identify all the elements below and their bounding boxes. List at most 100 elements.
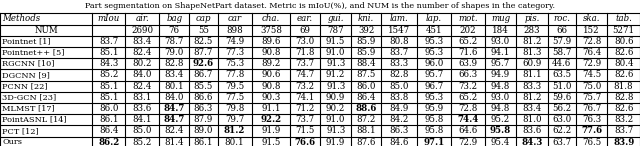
Text: air.: air. bbox=[135, 14, 149, 23]
Text: 73.0: 73.0 bbox=[296, 37, 315, 46]
Text: 80.6: 80.6 bbox=[614, 37, 634, 46]
Text: 76.3: 76.3 bbox=[582, 115, 601, 124]
Text: PCNN [22]: PCNN [22] bbox=[3, 82, 48, 90]
Text: 84.3: 84.3 bbox=[99, 59, 118, 68]
Text: 73.7: 73.7 bbox=[296, 59, 315, 68]
Text: 74.9: 74.9 bbox=[225, 37, 244, 46]
Text: 83.7: 83.7 bbox=[614, 126, 633, 135]
Text: 74.5: 74.5 bbox=[582, 70, 601, 79]
Text: 87.6: 87.6 bbox=[356, 138, 376, 146]
Text: 91.0: 91.0 bbox=[326, 48, 346, 57]
Text: 80.1: 80.1 bbox=[164, 82, 184, 91]
Text: 83.4: 83.4 bbox=[164, 70, 184, 79]
Text: 85.0: 85.0 bbox=[132, 126, 152, 135]
Text: 82.4: 82.4 bbox=[132, 82, 152, 91]
Text: mIou: mIou bbox=[98, 14, 120, 23]
Text: 88.4: 88.4 bbox=[356, 59, 376, 68]
Text: Pointnet++ [5]: Pointnet++ [5] bbox=[3, 48, 65, 57]
Text: 83.3: 83.3 bbox=[522, 82, 541, 91]
Text: 90.9: 90.9 bbox=[326, 93, 346, 102]
Text: 283: 283 bbox=[524, 26, 540, 35]
Text: 86.2: 86.2 bbox=[98, 138, 120, 146]
Text: 83.1: 83.1 bbox=[132, 93, 152, 102]
Text: 91.5: 91.5 bbox=[261, 138, 280, 146]
Text: 184: 184 bbox=[492, 26, 509, 35]
Text: 75.3: 75.3 bbox=[225, 59, 244, 68]
Text: 87.7: 87.7 bbox=[194, 48, 213, 57]
Text: ear.: ear. bbox=[297, 14, 313, 23]
Text: 86.1: 86.1 bbox=[99, 115, 118, 124]
Text: 95.4: 95.4 bbox=[491, 138, 510, 146]
Text: 85.1: 85.1 bbox=[99, 48, 118, 57]
Text: 58.7: 58.7 bbox=[552, 48, 572, 57]
Text: 202: 202 bbox=[460, 26, 476, 35]
Text: 77.6: 77.6 bbox=[581, 126, 602, 135]
Text: 84.1: 84.1 bbox=[132, 115, 152, 124]
Text: 60.9: 60.9 bbox=[522, 59, 541, 68]
Text: 85.1: 85.1 bbox=[99, 93, 118, 102]
Text: 59.6: 59.6 bbox=[552, 93, 572, 102]
Text: bag: bag bbox=[166, 14, 182, 23]
Text: 79.5: 79.5 bbox=[225, 82, 244, 91]
Text: 86.3: 86.3 bbox=[389, 126, 408, 135]
Text: NUM: NUM bbox=[35, 26, 58, 35]
Text: 787: 787 bbox=[327, 26, 344, 35]
Text: 90.3: 90.3 bbox=[261, 93, 280, 102]
Text: 95.8: 95.8 bbox=[424, 115, 444, 124]
Text: 96.0: 96.0 bbox=[424, 59, 444, 68]
Text: 91.2: 91.2 bbox=[326, 70, 346, 79]
Text: 73.2: 73.2 bbox=[458, 82, 477, 91]
Text: 94.8: 94.8 bbox=[491, 82, 510, 91]
Text: PointASNL [14]: PointASNL [14] bbox=[3, 116, 67, 124]
Text: 84.6: 84.6 bbox=[389, 138, 408, 146]
Text: 44.6: 44.6 bbox=[552, 59, 572, 68]
Text: 56.2: 56.2 bbox=[552, 104, 572, 113]
Text: 83.6: 83.6 bbox=[132, 104, 152, 113]
Text: 83.4: 83.4 bbox=[132, 37, 152, 46]
Text: DGCNN [9]: DGCNN [9] bbox=[3, 71, 51, 79]
Text: 79.7: 79.7 bbox=[225, 115, 244, 124]
Text: 89.6: 89.6 bbox=[261, 37, 280, 46]
Text: Methods: Methods bbox=[3, 14, 40, 23]
Text: 94.8: 94.8 bbox=[491, 104, 510, 113]
Text: 71.2: 71.2 bbox=[296, 104, 315, 113]
Text: ska.: ska. bbox=[583, 14, 600, 23]
Text: 95.9: 95.9 bbox=[424, 104, 444, 113]
Text: 74.1: 74.1 bbox=[296, 93, 315, 102]
Text: 90.8: 90.8 bbox=[261, 82, 281, 91]
Text: cha.: cha. bbox=[262, 14, 280, 23]
Text: 96.7: 96.7 bbox=[424, 82, 444, 91]
Text: 82.4: 82.4 bbox=[132, 48, 152, 57]
Text: 1547: 1547 bbox=[388, 26, 410, 35]
Text: 95.8: 95.8 bbox=[424, 126, 444, 135]
Text: 451: 451 bbox=[426, 26, 442, 35]
Text: 82.8: 82.8 bbox=[389, 70, 409, 79]
Text: 86.1: 86.1 bbox=[194, 138, 213, 146]
Text: 83.3: 83.3 bbox=[389, 59, 408, 68]
Text: 66.3: 66.3 bbox=[458, 70, 477, 79]
Text: 84.0: 84.0 bbox=[132, 70, 152, 79]
Text: 86.4: 86.4 bbox=[99, 126, 118, 135]
Text: 88.1: 88.1 bbox=[356, 126, 376, 135]
Text: 91.9: 91.9 bbox=[326, 138, 346, 146]
Text: 93.0: 93.0 bbox=[491, 93, 510, 102]
Text: Pointnet [1]: Pointnet [1] bbox=[3, 37, 51, 45]
Text: 93.0: 93.0 bbox=[491, 37, 510, 46]
Text: 95.2: 95.2 bbox=[491, 115, 510, 124]
Text: 95.7: 95.7 bbox=[491, 59, 510, 68]
Text: 71.6: 71.6 bbox=[458, 48, 477, 57]
Text: 73.2: 73.2 bbox=[296, 82, 315, 91]
Text: 91.3: 91.3 bbox=[326, 82, 345, 91]
Text: 3D-GCN [23]: 3D-GCN [23] bbox=[3, 93, 57, 101]
Text: 83.8: 83.8 bbox=[389, 93, 408, 102]
Text: 72.9: 72.9 bbox=[458, 138, 477, 146]
Text: 95.3: 95.3 bbox=[424, 48, 444, 57]
Text: 152: 152 bbox=[583, 26, 600, 35]
Text: 82.6: 82.6 bbox=[614, 48, 634, 57]
Text: 77.5: 77.5 bbox=[225, 93, 244, 102]
Text: 82.5: 82.5 bbox=[194, 37, 213, 46]
Text: 80.8: 80.8 bbox=[389, 37, 409, 46]
Text: MLMST [17]: MLMST [17] bbox=[3, 105, 55, 113]
Text: 63.0: 63.0 bbox=[552, 115, 572, 124]
Text: 91.9: 91.9 bbox=[261, 126, 280, 135]
